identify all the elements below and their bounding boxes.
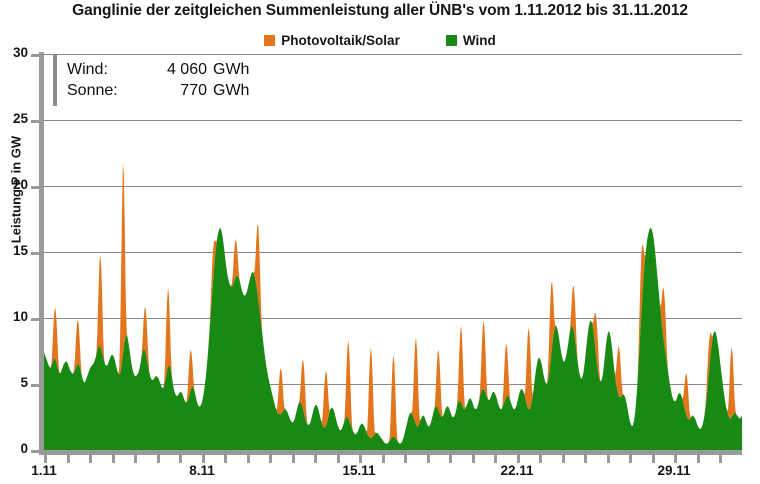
area-series-wind [44, 228, 742, 450]
legend-item-solar[interactable]: Photovoltaik/Solar [264, 33, 400, 48]
gridline [44, 120, 742, 121]
summary-annotation: Wind: 4 060 GWh Sonne: 770 GWh [53, 55, 257, 107]
y-tick-label: 10 [12, 309, 28, 324]
x-tick-label: 8.11 [189, 463, 215, 478]
x-tick-label: 22.11 [500, 463, 534, 478]
x-tick-mark [494, 455, 497, 463]
y-tick-label: 30 [12, 45, 28, 60]
x-tick-mark [247, 455, 250, 463]
annotation-row-wind: Wind: 4 060 GWh [67, 59, 249, 80]
annotation-row-sun: Sonne: 770 GWh [67, 80, 249, 101]
area-series-solar [44, 162, 742, 444]
gridline [44, 54, 742, 55]
y-tick-label: 20 [12, 177, 28, 192]
x-tick-mark [134, 455, 137, 463]
annotation-value-wind: 4 060 [166, 61, 207, 78]
y-tick-mark [31, 186, 39, 189]
x-tick-mark [427, 455, 430, 463]
annotation-unit-wind: GWh [213, 61, 250, 78]
x-tick-mark [112, 455, 115, 463]
gridline [44, 252, 742, 253]
x-tick-mark [314, 455, 317, 463]
y-tick-mark [31, 54, 39, 57]
x-tick-label: 1.11 [31, 463, 57, 478]
y-tick-label: 25 [12, 111, 28, 126]
x-tick-mark [202, 455, 205, 463]
x-tick-mark [629, 455, 632, 463]
legend-label-solar: Photovoltaik/Solar [281, 33, 400, 48]
x-tick-mark [584, 455, 587, 463]
x-tick-mark [539, 455, 542, 463]
y-tick-mark [31, 450, 39, 453]
series-layer [44, 162, 742, 450]
annotation-value-sun: 770 [180, 82, 207, 100]
x-tick-mark [674, 455, 677, 463]
annotation-key-sun: Sonne: [67, 82, 118, 100]
x-tick-mark [472, 455, 475, 463]
x-tick-mark [697, 455, 700, 463]
y-axis-line [39, 52, 44, 452]
chart-legend: Photovoltaik/Solar Wind [0, 33, 760, 48]
x-tick-mark [337, 455, 340, 463]
y-tick-label: 5 [20, 375, 28, 390]
x-tick-mark [652, 455, 655, 463]
x-tick-mark [449, 455, 452, 463]
square-swatch-icon [445, 35, 457, 46]
y-tick-mark [31, 384, 39, 387]
y-tick-label: 15 [12, 243, 28, 258]
x-tick-mark [719, 455, 722, 463]
x-tick-mark [157, 455, 160, 463]
x-tick-mark [404, 455, 407, 463]
x-tick-mark [562, 455, 565, 463]
y-tick-mark [31, 318, 39, 321]
x-tick-mark [44, 455, 47, 463]
y-tick-mark [31, 120, 39, 123]
x-tick-mark [224, 455, 227, 463]
x-tick-label: 15.11 [342, 463, 376, 478]
x-tick-mark [382, 455, 385, 463]
x-tick-mark [292, 455, 295, 463]
annotation-key-wind: Wind: [67, 61, 108, 78]
x-tick-label: 29.11 [657, 463, 691, 478]
x-tick-mark [67, 455, 70, 463]
y-tick-label: 0 [20, 441, 28, 456]
x-tick-mark [517, 455, 520, 463]
x-axis-line [39, 450, 742, 455]
legend-label-wind: Wind [462, 33, 496, 48]
annotation-unit-sun: GWh [213, 82, 250, 100]
x-tick-mark [269, 455, 272, 463]
gridline [44, 186, 742, 187]
square-swatch-icon [264, 35, 276, 46]
plot-frame [44, 54, 742, 450]
plot-area [44, 54, 742, 450]
x-tick-mark [359, 455, 362, 463]
legend-item-wind[interactable]: Wind [445, 33, 496, 48]
x-tick-mark [179, 455, 182, 463]
chart-title: Ganglinie der zeitgleichen Summenleistun… [72, 2, 688, 19]
x-tick-mark [89, 455, 92, 463]
x-tick-mark [607, 455, 610, 463]
gridline [44, 318, 742, 319]
y-tick-mark [31, 252, 39, 255]
